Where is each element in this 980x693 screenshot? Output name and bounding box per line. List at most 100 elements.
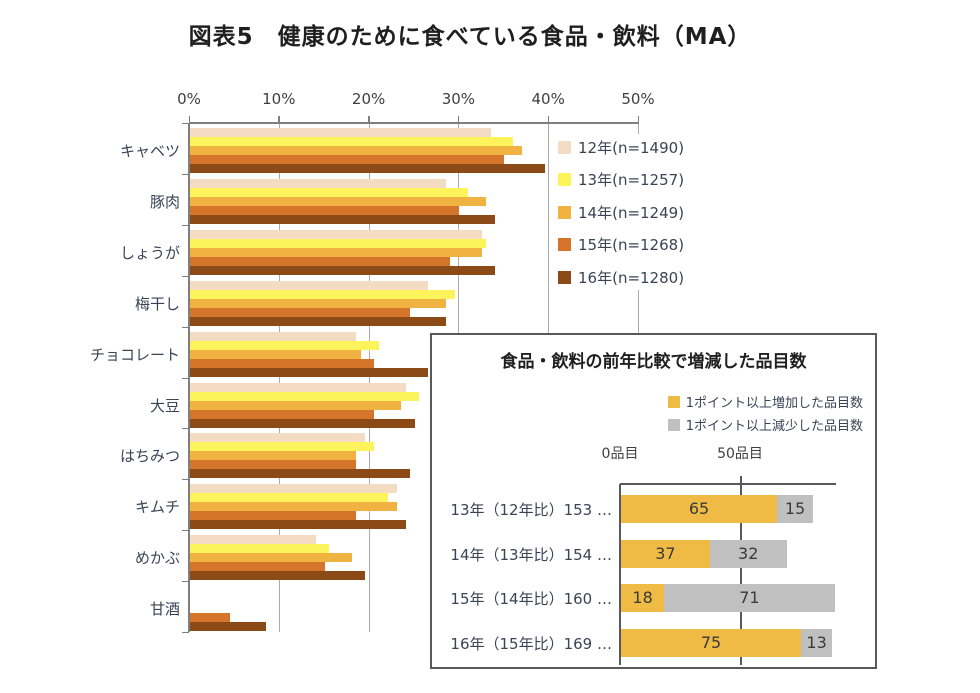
bar-segment (709, 539, 787, 568)
value-label: 65 (688, 499, 710, 518)
legend-swatch (558, 238, 571, 251)
y-axis-tick-mark (182, 377, 189, 379)
bar-segment (664, 584, 835, 612)
bar (190, 298, 446, 308)
value-label: 71 (739, 588, 760, 607)
category-label: めかぶ (134, 549, 180, 568)
legend-label: 1ポイント以上減少した品目数 (685, 419, 863, 434)
bar (190, 442, 375, 452)
bar-segment (801, 628, 833, 657)
y-axis-tick-mark (182, 479, 189, 481)
x-axis-tick-mark (278, 116, 280, 123)
x-axis-tick-label: 0品目 (601, 446, 639, 462)
legend-item: 1ポイント以上減少した品目数 (667, 414, 863, 435)
category-label: はちみつ (119, 447, 180, 466)
x-axis-tick-mark (637, 116, 639, 123)
left-axis-line (619, 484, 621, 665)
legend-label: 1ポイント以上増加した品目数 (685, 396, 863, 411)
x-axis-tick-mark (547, 116, 550, 123)
bar (190, 316, 446, 326)
bar (190, 544, 330, 554)
x-axis-tick-mark (368, 116, 370, 123)
bar (190, 613, 231, 623)
bar (190, 265, 496, 275)
bar (190, 484, 397, 494)
bar (190, 622, 267, 632)
bar (190, 137, 514, 146)
figure-title: 図表5 健康のために食べている食品・飲料（MA） (188, 24, 752, 50)
bar (190, 128, 491, 137)
bar (190, 358, 375, 368)
bar-segment (621, 539, 710, 568)
inset-bar-chart: 0品目 50品目 13年（12年比）153 … 65 15 14年（13年比）154 … 3… (432, 335, 875, 667)
inset-chart-legend: 1ポイント以上増加した品目数 1ポイント以上減少した品目数 (667, 391, 863, 435)
bar (190, 571, 366, 581)
legend-label: 14年(n=1249) (578, 203, 685, 222)
bar (190, 164, 545, 173)
bar (190, 535, 316, 545)
category-label: 梅干し (134, 294, 180, 313)
category-label: キャベツ (119, 142, 180, 160)
bar (190, 340, 379, 350)
x-axis-tick-label: 30% (441, 90, 476, 108)
bar (190, 409, 375, 419)
bar (190, 280, 428, 290)
bar (190, 349, 361, 359)
category-label: キムチ (134, 498, 180, 517)
x-axis-tick-label: 20% (351, 90, 386, 108)
bar (190, 400, 402, 410)
x-axis-tick-mark (740, 476, 742, 484)
y-axis-tick-mark (182, 632, 189, 633)
category-label: 15年（14年比）160 … (450, 590, 612, 608)
main-chart-legend: 12年(n=1490) 13年(n=1257) 14年(n=1249) 15年(n=1… (556, 134, 693, 290)
bar (190, 382, 406, 392)
bar (190, 553, 352, 563)
bar (190, 451, 357, 461)
bar (190, 460, 357, 470)
bar (190, 178, 446, 188)
bar (190, 256, 451, 266)
y-axis-tick-mark (182, 275, 189, 277)
category-label: 豚肉 (149, 192, 180, 211)
legend-item: 14年(n=1249) (558, 202, 684, 222)
bar-segment (621, 584, 665, 612)
top-axis-line (189, 122, 639, 124)
legend-item: 1ポイント以上増加した品目数 (667, 391, 863, 412)
bar (190, 391, 419, 401)
bar (190, 205, 460, 215)
value-label: 18 (632, 588, 653, 607)
y-axis-tick-mark (182, 123, 189, 124)
y-axis-tick-mark (182, 224, 189, 226)
legend-label: 15年(n=1268) (578, 236, 685, 254)
bar (190, 146, 523, 155)
x-axis-tick-label: 50% (621, 90, 655, 108)
bar (190, 307, 410, 317)
legend-item: 12年(n=1490) (558, 137, 684, 157)
legend-item: 13年(n=1257) (558, 170, 684, 190)
bar (190, 238, 487, 248)
legend-label: 16年(n=1280) (578, 268, 685, 287)
category-label: 13年（12年比）153 … (450, 501, 612, 519)
bar (190, 493, 388, 503)
x-axis-tick-label: 0% (177, 90, 201, 108)
gridline (278, 123, 280, 632)
inset-chart-panel: 食品・飲料の前年比較で増減した品目数 1ポイント以上増加した品目数 1ポイント以上… (430, 333, 877, 669)
y-axis-tick-mark (182, 581, 189, 583)
bar (190, 511, 357, 521)
category-label: チョコレート (89, 345, 180, 364)
y-axis-tick-mark (182, 173, 189, 175)
legend-label: 13年(n=1257) (578, 171, 685, 189)
bar-segment (621, 495, 777, 523)
bar (190, 367, 428, 377)
bar (190, 433, 366, 443)
y-axis-tick-mark (182, 530, 189, 532)
legend-swatch (558, 173, 571, 186)
category-label: 大豆 (149, 396, 180, 415)
inset-chart-title: 食品・飲料の前年比較で増減した品目数 (500, 352, 807, 372)
x-axis-tick-label: 10% (262, 90, 296, 108)
y-axis-tick-mark (182, 326, 189, 328)
bar (190, 520, 406, 530)
bar-segment (621, 628, 801, 657)
